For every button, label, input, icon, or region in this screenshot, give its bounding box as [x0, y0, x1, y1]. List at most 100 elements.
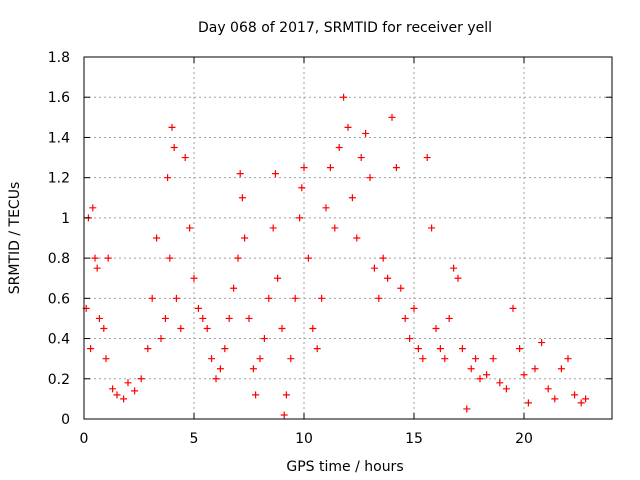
data-point	[238, 194, 246, 202]
data-point	[282, 391, 290, 399]
data-point	[278, 325, 286, 332]
data-point	[87, 345, 95, 353]
data-point	[463, 405, 471, 413]
data-point	[357, 154, 365, 162]
data-point	[428, 224, 436, 232]
data-point	[520, 371, 528, 379]
data-point	[582, 395, 590, 403]
data-point	[318, 294, 326, 302]
data-point	[245, 314, 253, 322]
data-point	[124, 379, 132, 387]
data-point	[166, 254, 174, 262]
data-point	[516, 345, 524, 353]
data-point	[208, 355, 216, 363]
y-tick-label: 1.6	[48, 90, 70, 106]
data-point	[577, 399, 585, 407]
data-point	[458, 345, 466, 353]
y-tick-label: 1.2	[48, 171, 70, 187]
plot-frame	[83, 56, 613, 420]
data-point	[164, 174, 172, 182]
data-point	[436, 345, 444, 353]
data-point	[340, 93, 348, 101]
data-point	[241, 234, 249, 242]
data-point	[291, 294, 299, 302]
y-tick-label: 0.4	[48, 332, 70, 348]
data-point	[153, 234, 161, 242]
data-point	[571, 391, 579, 399]
data-point	[348, 194, 356, 202]
data-point	[544, 385, 552, 393]
data-point	[131, 387, 139, 395]
data-point	[157, 335, 165, 343]
data-point	[476, 375, 484, 383]
data-point	[95, 314, 103, 322]
data-point	[168, 123, 176, 131]
data-point	[298, 184, 306, 192]
data-point	[557, 365, 565, 373]
y-axis-ticks: 0 0.2 0.4 0.6 0.8 1 1.2 1.4 1.6 1.8	[48, 50, 612, 428]
data-point	[401, 314, 409, 322]
data-point	[256, 355, 264, 363]
data-point	[287, 355, 295, 363]
data-point	[406, 335, 414, 343]
data-point	[472, 355, 480, 363]
data-point	[89, 204, 97, 212]
data-point	[170, 144, 178, 151]
data-point	[203, 325, 211, 332]
data-point	[148, 294, 156, 302]
data-point	[538, 339, 546, 347]
data-point	[564, 355, 572, 363]
data-point	[274, 274, 282, 282]
data-point	[496, 379, 504, 387]
data-point	[144, 345, 152, 353]
data-point	[260, 335, 268, 343]
x-axis-ticks: 0 5 10 15 20	[80, 57, 533, 447]
data-points	[82, 93, 590, 419]
data-point	[483, 371, 491, 379]
data-point	[384, 274, 392, 282]
y-tick-label: 0.6	[48, 291, 70, 307]
data-point	[335, 144, 343, 151]
data-point	[450, 264, 458, 272]
y-axis-label: SRMTID / TECUs	[7, 182, 23, 295]
data-point	[344, 123, 352, 131]
data-point	[423, 154, 431, 162]
data-point	[392, 164, 400, 172]
data-point	[410, 304, 418, 312]
data-point	[322, 204, 330, 212]
data-point	[379, 254, 387, 262]
data-point	[186, 224, 194, 232]
y-tick-label: 0	[61, 412, 70, 428]
data-point	[551, 395, 559, 403]
data-point	[252, 391, 260, 399]
x-tick-label: 15	[405, 431, 423, 447]
data-point	[225, 314, 233, 322]
chart-title: Day 068 of 2017, SRMTID for receiver yel…	[198, 20, 492, 36]
data-point	[212, 375, 220, 383]
data-point	[236, 170, 244, 178]
data-point	[269, 224, 277, 232]
data-point	[190, 274, 198, 282]
data-point	[445, 314, 453, 322]
data-point	[309, 325, 317, 332]
data-point	[509, 304, 517, 312]
data-point	[296, 214, 304, 222]
x-tick-label: 0	[80, 431, 89, 447]
data-point	[370, 264, 378, 272]
x-axis-label: GPS time / hours	[286, 459, 403, 475]
x-tick-label: 20	[515, 431, 533, 447]
data-point	[414, 345, 422, 353]
data-point	[265, 294, 273, 302]
data-point	[467, 365, 475, 373]
data-point	[93, 264, 101, 272]
data-point	[271, 170, 279, 178]
data-point	[397, 284, 405, 292]
data-point	[181, 154, 189, 162]
data-point	[194, 304, 202, 312]
x-tick-label: 10	[295, 431, 313, 447]
data-point	[120, 395, 128, 403]
data-point	[419, 355, 427, 363]
data-point	[137, 375, 145, 383]
data-point	[502, 385, 510, 393]
